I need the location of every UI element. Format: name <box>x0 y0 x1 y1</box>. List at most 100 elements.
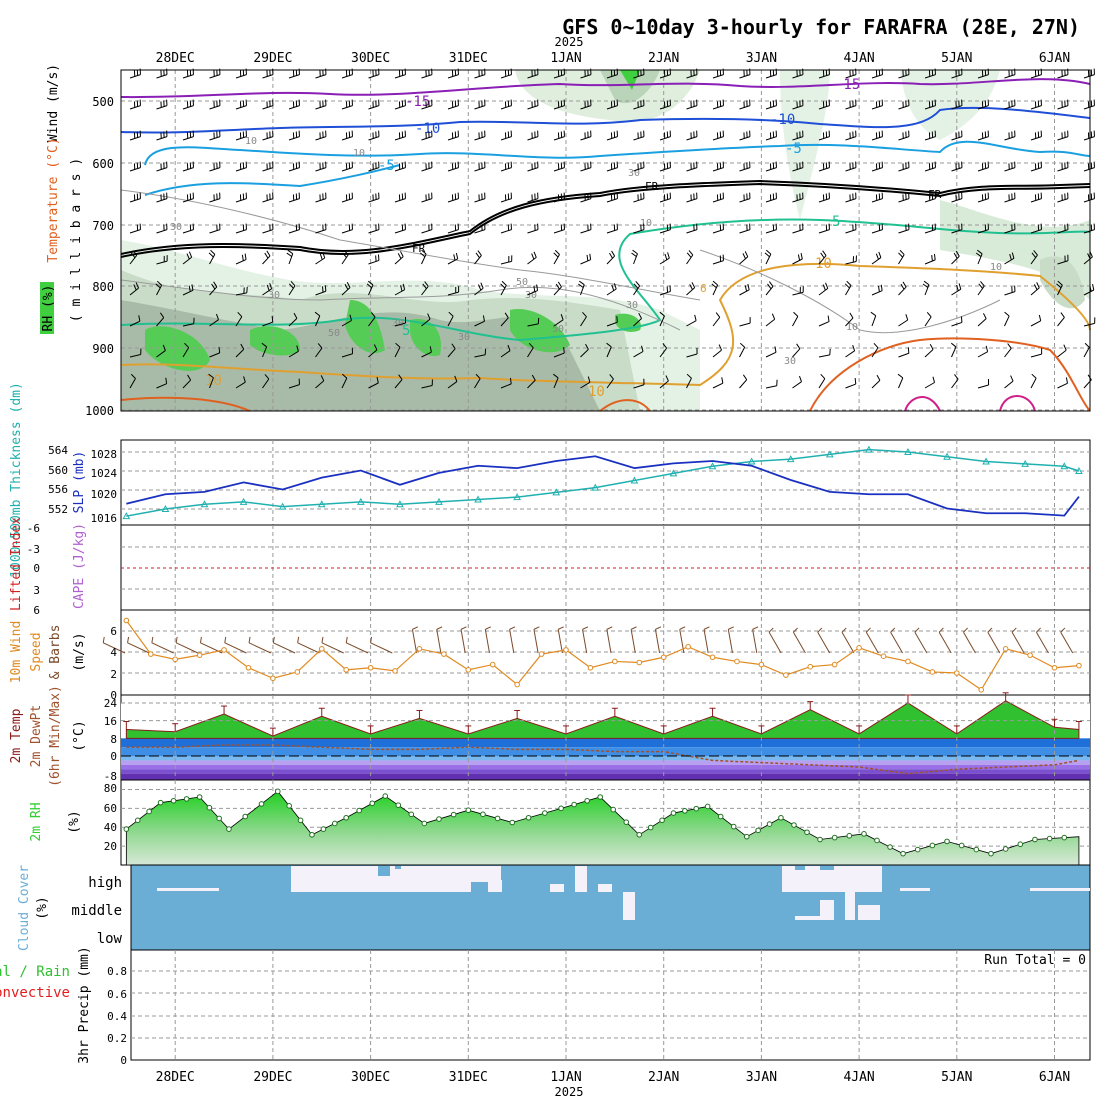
thickness-marker <box>1060 462 1069 470</box>
wind-barb <box>235 223 247 234</box>
li-cape-panel: -6 -3 0 3 6 Lifted Index CAPE (J/kg) <box>9 517 1091 617</box>
rh2m-unit: (%) <box>67 810 82 833</box>
wind-barb <box>1030 314 1042 327</box>
wind-barb <box>606 374 614 389</box>
rh-point <box>1032 836 1038 843</box>
precip-total-label: Total / Rain <box>0 964 70 980</box>
wind-barb <box>156 99 168 110</box>
wind-barb <box>421 99 433 110</box>
rh-label: 30 <box>628 168 640 179</box>
wind-barb <box>1057 223 1069 234</box>
wind-barb <box>1057 68 1069 79</box>
wind-barb <box>898 249 905 265</box>
wind-barb <box>633 312 642 327</box>
top-date-label: 1JAN <box>550 51 581 66</box>
wind-speed-point <box>1076 662 1082 669</box>
label-minus10-b: -10 <box>770 112 795 128</box>
slp-line <box>126 455 1080 517</box>
wind-barb <box>235 192 247 203</box>
wind-barb <box>500 255 513 265</box>
rh-point <box>123 826 130 832</box>
wind-barb <box>580 343 589 358</box>
wind-barb <box>765 192 777 203</box>
cloud-level-labels: high middle low <box>71 875 122 947</box>
rh-point <box>465 807 472 814</box>
wind-barb <box>366 280 374 296</box>
wind-barb <box>341 223 353 234</box>
wind-barb <box>474 348 487 358</box>
wind-barb <box>421 281 429 296</box>
wind-barb <box>977 99 989 110</box>
rh-point <box>597 794 603 800</box>
rh-point <box>874 837 880 844</box>
label-minus15-b: -15 <box>835 77 860 93</box>
cloud-block <box>598 884 612 892</box>
wind-barb <box>553 223 565 234</box>
wind-barb <box>606 161 618 172</box>
rh-point <box>436 816 442 822</box>
wind-barb <box>845 255 857 265</box>
rh-point <box>274 788 281 795</box>
pressure-ylabel: ( m i l l i b a r s ) <box>69 158 84 322</box>
wind-barb <box>580 99 592 110</box>
rh-shading <box>121 70 1090 411</box>
wind-barb <box>182 317 195 327</box>
wind-barb <box>262 99 274 110</box>
wind-barb <box>1057 99 1069 110</box>
surface-barb <box>102 636 126 654</box>
rh-point <box>743 833 750 840</box>
wind-speed-point <box>563 647 569 653</box>
surface-barb <box>411 626 419 654</box>
bottom-date-label: 28DEC <box>156 1070 195 1085</box>
wind-barb <box>315 285 327 296</box>
wind-barb <box>924 343 934 358</box>
thickness-marker <box>669 469 678 477</box>
label-10-b: 10 <box>588 384 605 400</box>
rh-point <box>647 824 654 831</box>
precip-tick: 0 <box>120 1054 127 1067</box>
wind-barb <box>951 192 963 203</box>
wind-barb <box>262 316 274 327</box>
wind-barb <box>1004 343 1012 358</box>
wind-barb <box>686 223 698 234</box>
wind-barb <box>922 280 930 296</box>
precip-tick: 0.4 <box>107 1010 127 1023</box>
surface-barb <box>817 627 831 654</box>
wind-barb <box>1057 312 1065 327</box>
surface-barb <box>533 626 540 654</box>
wind-barb <box>792 286 804 296</box>
run-total: Run Total = 0 <box>984 953 1086 968</box>
wind-barb <box>845 345 856 358</box>
wind-barb <box>606 283 617 296</box>
wind-barb <box>580 161 592 172</box>
wind-barb <box>580 253 592 265</box>
pressure-tick: 800 <box>92 280 114 294</box>
wind-barb <box>898 347 910 358</box>
surface-barb <box>370 636 393 654</box>
rh-label: 30 <box>626 300 638 311</box>
wind-barb <box>314 311 321 327</box>
cloud-block <box>1030 888 1090 891</box>
surface-barb <box>484 626 491 654</box>
wind-barb <box>1004 130 1016 141</box>
wind-barb <box>659 375 669 389</box>
wind-tick: 2 <box>110 668 117 681</box>
wind-speed-point <box>1002 646 1009 652</box>
rh-point <box>157 799 164 806</box>
pressure-axis: 500 600 700 800 900 1000 <box>85 95 114 418</box>
wind-barb <box>739 161 751 172</box>
precip-panel-frame <box>130 949 1091 1061</box>
wind-barb <box>792 375 802 389</box>
rh-label: 10 <box>990 262 1002 273</box>
wind-speed-point <box>612 658 618 665</box>
wind-barb <box>447 192 459 203</box>
wind-barb <box>182 284 194 296</box>
rh-point <box>450 811 457 818</box>
thickness-marker <box>591 483 600 491</box>
rh-point <box>778 814 784 821</box>
wind-barb <box>659 343 668 358</box>
wind-barb <box>1083 342 1090 358</box>
wind-barb <box>924 376 936 389</box>
wind-barb <box>394 374 403 389</box>
wind-barb <box>818 282 829 296</box>
